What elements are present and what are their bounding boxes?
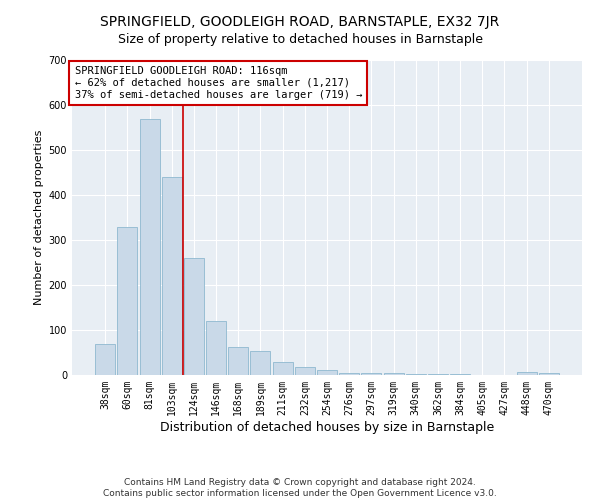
- Bar: [140, 118, 160, 375]
- Bar: [162, 177, 182, 375]
- Bar: [206, 321, 226, 375]
- X-axis label: Distribution of detached houses by size in Barnstaple: Distribution of detached houses by size …: [160, 420, 494, 434]
- Bar: [95, 344, 115, 375]
- Bar: [539, 373, 559, 375]
- Bar: [272, 362, 293, 375]
- Bar: [118, 226, 137, 375]
- Bar: [517, 372, 536, 375]
- Bar: [228, 346, 248, 375]
- Bar: [383, 373, 404, 375]
- Bar: [184, 258, 204, 375]
- Bar: [361, 373, 382, 375]
- Text: Contains HM Land Registry data © Crown copyright and database right 2024.
Contai: Contains HM Land Registry data © Crown c…: [103, 478, 497, 498]
- Bar: [250, 351, 271, 375]
- Bar: [339, 373, 359, 375]
- Text: Size of property relative to detached houses in Barnstaple: Size of property relative to detached ho…: [118, 32, 482, 46]
- Bar: [428, 374, 448, 375]
- Bar: [295, 368, 315, 375]
- Text: SPRINGFIELD GOODLEIGH ROAD: 116sqm
← 62% of detached houses are smaller (1,217)
: SPRINGFIELD GOODLEIGH ROAD: 116sqm ← 62%…: [74, 66, 362, 100]
- Bar: [317, 370, 337, 375]
- Y-axis label: Number of detached properties: Number of detached properties: [34, 130, 44, 305]
- Bar: [450, 374, 470, 375]
- Text: SPRINGFIELD, GOODLEIGH ROAD, BARNSTAPLE, EX32 7JR: SPRINGFIELD, GOODLEIGH ROAD, BARNSTAPLE,…: [100, 15, 500, 29]
- Bar: [406, 374, 426, 375]
